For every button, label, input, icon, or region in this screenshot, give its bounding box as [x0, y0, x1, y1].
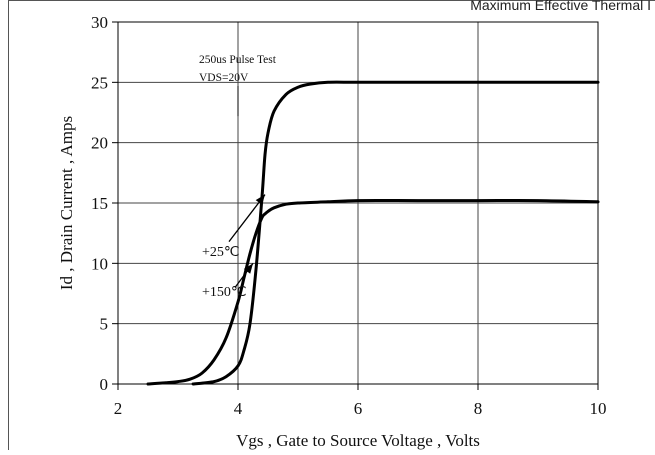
series-lines [146, 80, 600, 386]
y-tick-label: 15 [91, 194, 108, 213]
annotations: 250us Pulse Test VDS=20V [199, 54, 277, 117]
y-tick-label: 10 [91, 254, 108, 273]
arrowhead-150c-icon [243, 263, 253, 274]
x-tick-label: 4 [234, 399, 243, 418]
arrowhead-25c-icon [255, 194, 265, 205]
y-tick-label: 20 [91, 134, 108, 153]
x-tick-label: 2 [114, 399, 123, 418]
header-caption: Maximum Effective Thermal I [470, 0, 651, 13]
x-axis-label: Vgs , Gate to Source Voltage , Volts [236, 431, 480, 450]
y-tick-label: 30 [91, 13, 108, 32]
x-tick-label: 8 [474, 399, 483, 418]
series-labels: +25℃ +150℃ [202, 194, 266, 300]
vds-annotation: VDS=20V [199, 72, 249, 84]
frame-left-border [8, 0, 9, 450]
y-tick-label: 5 [100, 315, 109, 334]
series-line-0 [146, 199, 600, 386]
y-axis-label: Id , Drain Current , Amps [57, 116, 76, 290]
series-label-25c: +25℃ [202, 245, 240, 260]
pulse-test-annotation: 250us Pulse Test [199, 54, 277, 66]
series-label-150c: +150℃ [202, 285, 247, 300]
y-tick-label: 0 [100, 375, 109, 394]
grid-lines [118, 22, 598, 384]
frame-top-border [8, 0, 655, 1]
series-line-1 [191, 80, 600, 386]
tick-labels: 2 4 6 8 10 0 5 10 15 20 25 30 [91, 13, 607, 418]
x-tick-label: 10 [590, 399, 607, 418]
x-tick-label: 6 [354, 399, 363, 418]
y-tick-label: 25 [91, 73, 108, 92]
